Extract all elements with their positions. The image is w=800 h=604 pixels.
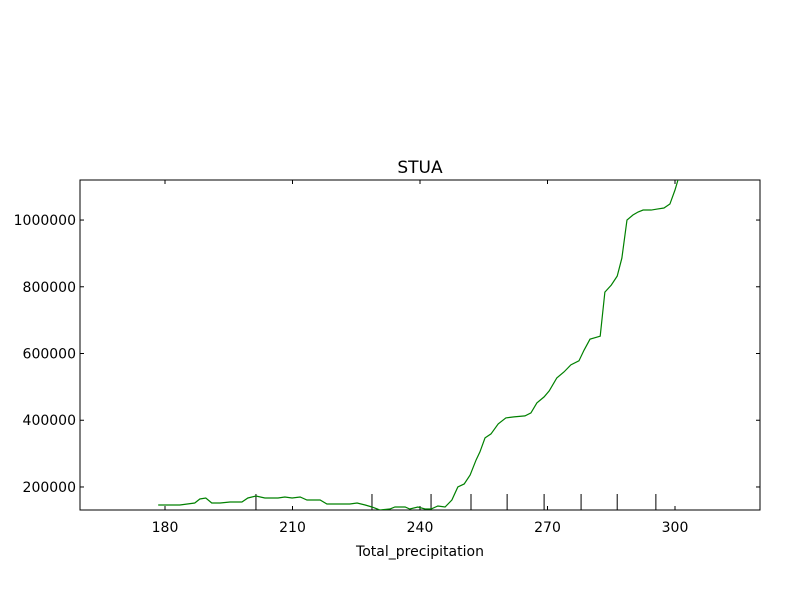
x-tick-label: 180	[152, 520, 179, 536]
plot-frame	[79, 179, 761, 511]
chart-title: STUA	[397, 158, 443, 178]
x-axis-label: Total_precipitation	[355, 544, 484, 560]
y-tick-label: 600000	[23, 347, 76, 363]
y-tick-label: 200000	[23, 480, 76, 496]
data-line	[158, 180, 679, 510]
y-tick-label: 800000	[23, 280, 76, 296]
y-tick-label: 1000000	[14, 213, 76, 229]
y-tick-label: 400000	[23, 413, 76, 429]
plot-area	[158, 180, 679, 510]
x-tick-label: 210	[279, 520, 306, 536]
x-tick-label: 270	[534, 520, 561, 536]
x-tick-label: 300	[662, 520, 689, 536]
x-tick-label: 240	[407, 520, 434, 536]
